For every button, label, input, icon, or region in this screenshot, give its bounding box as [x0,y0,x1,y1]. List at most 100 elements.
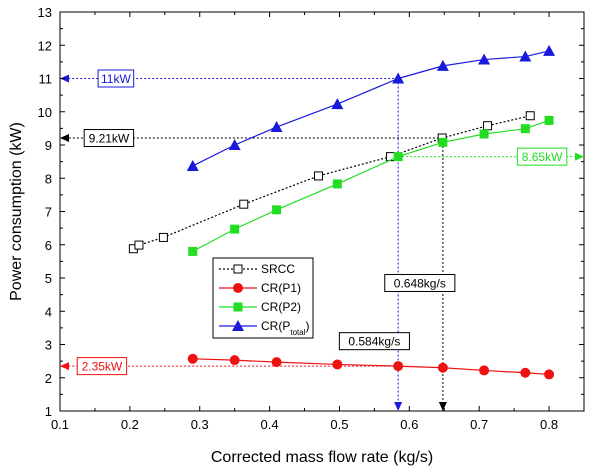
series-line [192,50,550,167]
plot-frame [59,11,585,412]
annotation-arrowhead [60,362,69,371]
y-tick-label: 8 [45,171,52,186]
legend-label: CR(Ptotal) [261,319,309,337]
y-tick-label: 4 [45,304,52,319]
x-tick-label: 0.2 [121,417,139,432]
annotation-callout: 2.35kW [60,357,399,376]
legend: SRCC CR(P1) CR(P2) CR(Ptotal) [212,257,314,339]
annotation-arrowhead [60,134,69,143]
y-tick-label: 1 [45,404,52,419]
data-point [393,152,403,162]
series-line [192,358,550,376]
legend-label: CR(P2) [261,300,301,314]
data-point [520,367,531,378]
data-point [233,264,243,274]
y-tick-label: 5 [45,271,52,286]
annotation-callout: 0.584kg/s [338,78,410,411]
x-tick-label: 0.7 [470,417,488,432]
y-tick-label: 6 [45,238,52,253]
y-tick-label: 11 [39,72,53,87]
series-group [128,111,535,254]
y-tick-label: 10 [38,105,52,120]
series-layer [128,44,556,380]
x-tick-label: 0.3 [191,417,209,432]
data-point [230,224,240,234]
data-point [134,240,144,250]
data-point [479,129,489,139]
data-point [519,50,532,62]
data-point [331,98,344,110]
annotation-label-box [338,332,410,351]
annotation-label-box [83,129,135,148]
annotation-label-box [76,357,128,376]
annotation-callout: 9.21kW [60,129,443,148]
annotation-label: 11kW [101,72,131,86]
series-group [188,115,554,256]
x-tick-label: 0.4 [261,417,279,432]
data-point [239,199,249,209]
data-point [392,72,405,84]
data-point [544,369,555,380]
x-tick-label: 0.5 [330,417,348,432]
data-point [393,361,404,372]
data-point [332,179,342,189]
data-point [186,159,199,171]
y-tick-label: 13 [38,5,52,20]
data-point [270,121,283,133]
data-point [479,365,490,376]
annotation-arrowhead [438,402,447,411]
data-point [314,171,324,181]
y-tick-label: 9 [45,138,52,153]
annotation-label-box [384,273,456,292]
data-point [188,246,198,256]
annotations-layer: 11kW 9.21kW 8.65kW 2.35kW 0.584kg/s 0.648kg/s [60,69,584,411]
data-point [478,53,491,65]
axes-layer: 0.1 0.2 0.3 0.4 0.5 0.6 0.7 0.81234567891011121… [38,5,584,432]
data-point [233,283,243,293]
annotation-label: 8.65kW [522,150,563,164]
annotation-label-box [97,69,135,88]
annotation-arrowhead [394,402,403,411]
data-point [520,124,530,134]
data-point [543,44,556,56]
data-point [232,320,244,331]
data-point [438,137,448,147]
data-point [229,355,240,366]
annotation-label: 0.584kg/s [348,335,400,349]
annotation-callout: 0.648kg/s [384,138,456,411]
legend-label: SRCC [261,262,295,276]
y-tick-label: 3 [45,338,52,353]
x-axis-title: Corrected mass flow rate (kg/s) [211,449,433,466]
legend-box [212,257,314,339]
x-tick-label: 0.8 [540,417,558,432]
data-point [233,302,243,312]
data-point [271,357,282,368]
series-group [186,44,556,171]
y-tick-label: 7 [45,205,52,220]
annotation-label: 0.648kg/s [394,276,446,290]
x-tick-label: 0.1 [51,417,69,432]
annotation-arrowhead [575,152,584,161]
x-tick-label: 0.6 [400,417,418,432]
data-point [228,139,241,150]
annotation-label: 2.35kW [82,360,123,374]
legend-label: CR(P1) [261,281,301,295]
series-line [133,115,531,250]
y-tick-label: 2 [45,371,52,386]
data-point [483,121,493,131]
data-point [272,205,282,215]
y-axis-title: Power consumption (kW) [8,122,25,301]
annotation-label: 9.21kW [89,132,130,146]
annotation-callout: 11kW [60,69,399,88]
data-point [437,362,448,373]
annotation-label-box [516,147,568,166]
data-point [525,111,535,121]
data-point [187,353,198,364]
y-tick-label: 12 [38,38,52,53]
data-point [332,359,343,370]
data-point [436,59,449,71]
series-group [187,353,555,380]
annotation-callout: 8.65kW [398,147,584,166]
